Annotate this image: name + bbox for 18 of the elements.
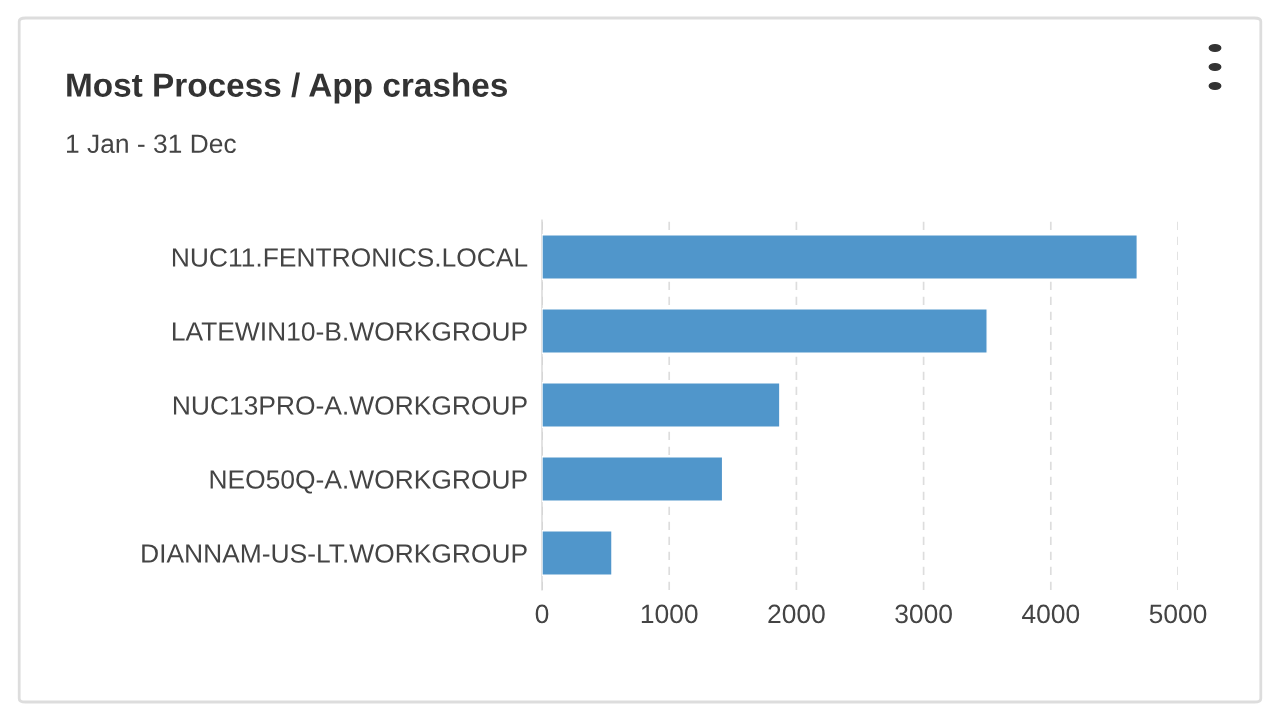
x-tick-label: 5000	[1149, 604, 1207, 624]
bar	[542, 234, 1138, 280]
y-tick-label: DIANNAM-US-LT.WORKGROUP	[142, 544, 527, 563]
x-tick-label: 4000	[1022, 604, 1080, 624]
bar	[542, 382, 781, 428]
chart-title: Most Process / App crashes	[67, 72, 507, 104]
y-tick-label: LATEWIN10-B.WORKGROUP	[173, 322, 527, 341]
y-tick-label: NUC13PRO-A.WORKGROUP	[173, 396, 527, 415]
y-tick-label: NUC11.FENTRONICS.LOCAL	[172, 248, 528, 267]
y-tick-label: NEO50Q-A.WORKGROUP	[210, 470, 527, 494]
bar	[542, 456, 724, 502]
bar	[542, 308, 988, 354]
x-tick-label: 3000	[895, 604, 952, 624]
x-tick-label: 1000	[641, 604, 698, 624]
text: 1 Jan - 31 Dec	[67, 134, 236, 154]
bar	[542, 530, 613, 576]
x-tick-label: 0	[535, 604, 549, 624]
x-tick-label: 2000	[768, 604, 825, 624]
